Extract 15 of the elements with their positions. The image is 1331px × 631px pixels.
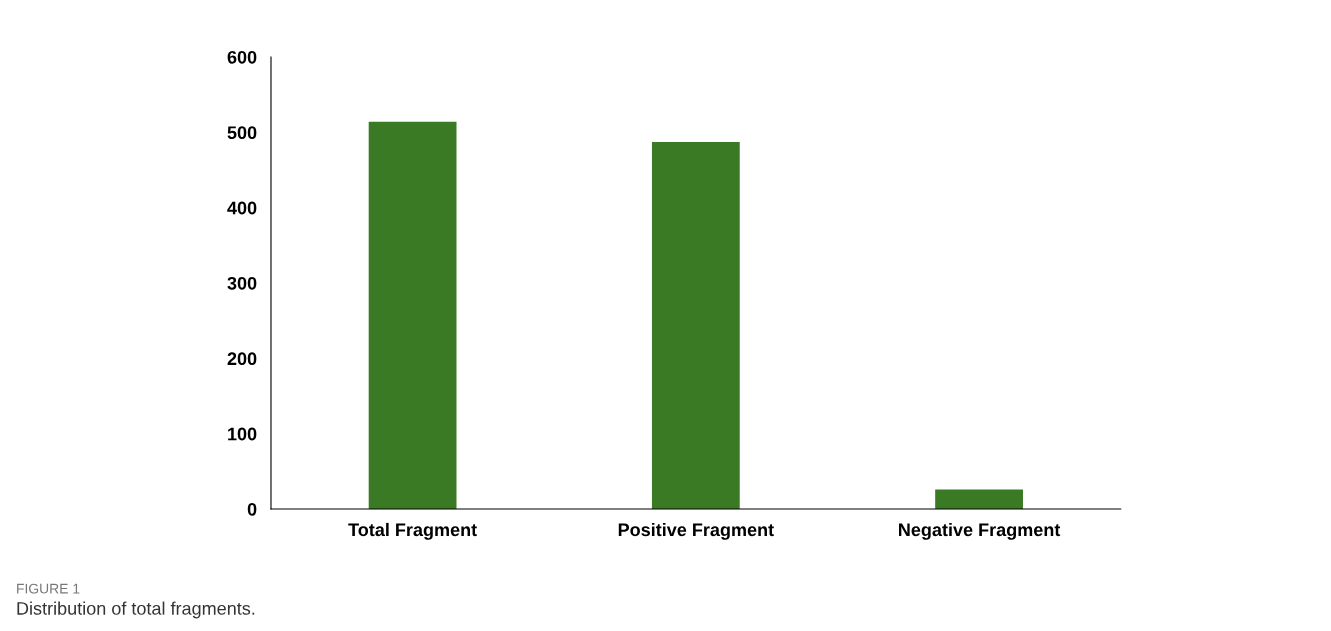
bar bbox=[651, 142, 740, 510]
y-tick-label: 400 bbox=[227, 201, 257, 215]
x-tick-label: Positive Fragment bbox=[618, 522, 774, 540]
y-tick-label: 300 bbox=[227, 276, 257, 290]
bar bbox=[935, 489, 1023, 510]
y-tick-label: 0 bbox=[247, 502, 257, 516]
text: Distribution of total fragments. bbox=[17, 601, 255, 619]
y-tick-label: 200 bbox=[227, 352, 257, 366]
y-tick-label: 600 bbox=[227, 50, 257, 64]
x-tick-label: Negative Fragment bbox=[899, 522, 1061, 540]
x-tick-label: Total Fragment bbox=[348, 522, 477, 540]
caption: FIGURE 1 bbox=[17, 583, 80, 594]
bar bbox=[368, 121, 457, 510]
y-tick-label: 100 bbox=[228, 427, 257, 441]
y-tick-label: 500 bbox=[227, 126, 257, 140]
